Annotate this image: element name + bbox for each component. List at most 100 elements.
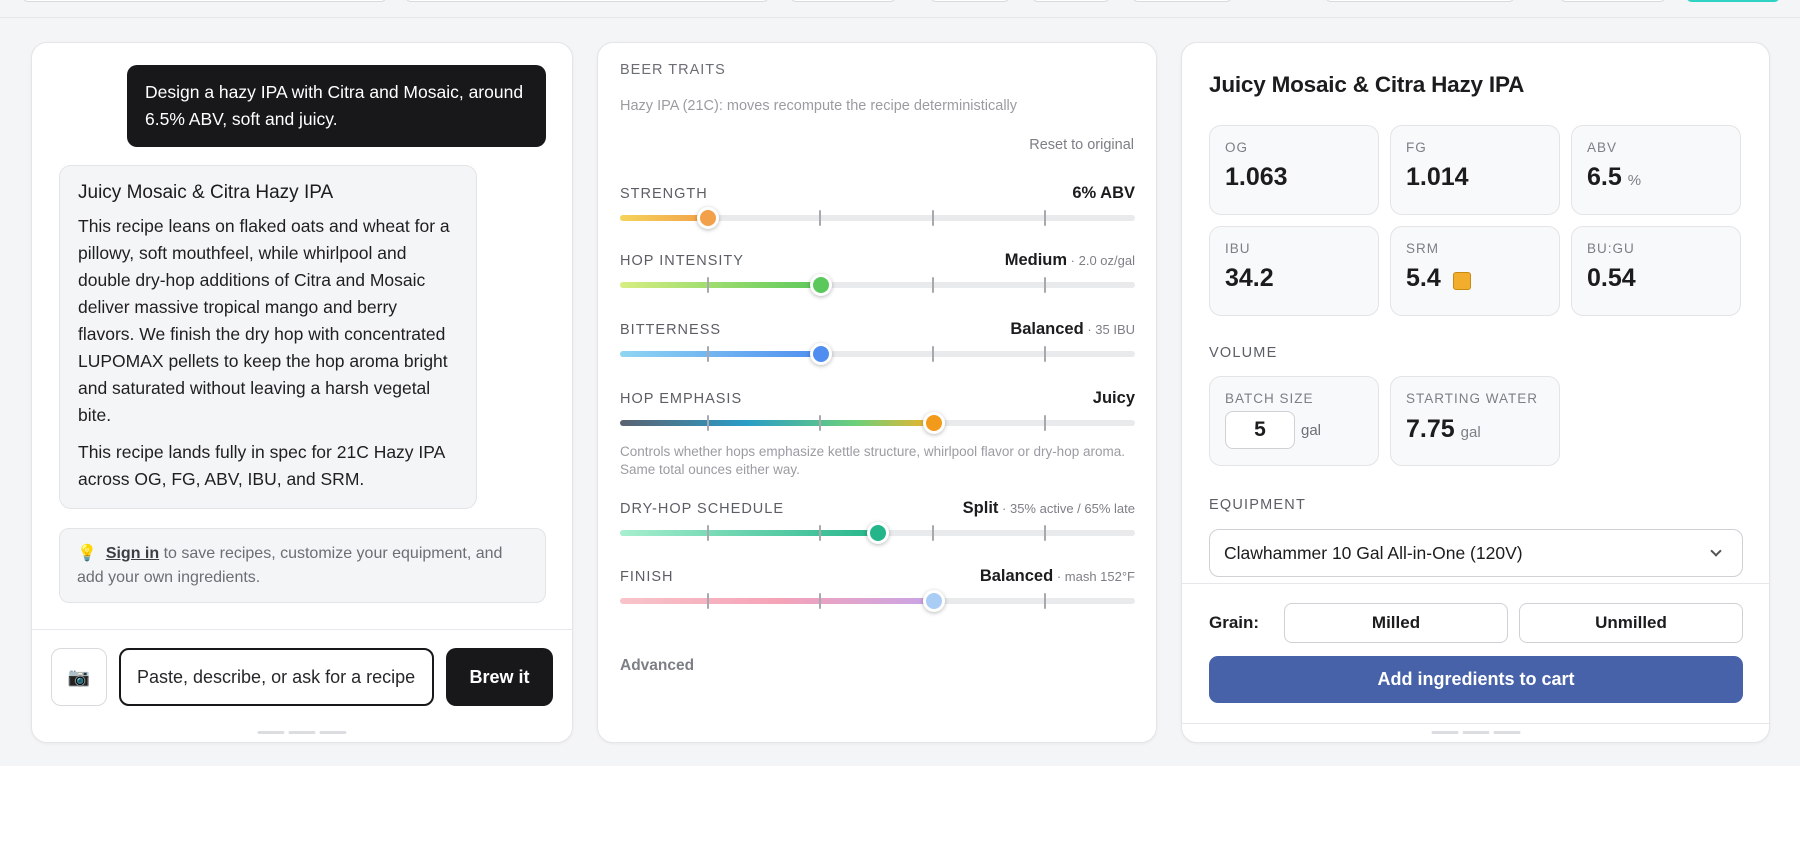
trait-label: FINISH [620,569,674,585]
chevron-down-icon [1710,545,1722,557]
batch-size-input[interactable] [1225,411,1295,449]
stat-label: ABV [1587,140,1618,155]
resize-grip[interactable] [257,731,347,734]
slider-thumb[interactable] [923,590,946,612]
lightbulb-icon: 💡 [77,545,97,562]
srm-color-swatch [1452,271,1471,290]
slider-thumb[interactable] [696,207,719,229]
slider-fill [620,282,821,288]
stat-ibu: IBU 34.2 [1209,226,1379,316]
grain-unmilled-button[interactable]: Unmilled [1519,603,1743,643]
equipment-select[interactable]: Clawhammer 10 Gal All-in-One (120V) [1209,529,1743,577]
stat-unit: gal [1460,424,1481,441]
stat-abv: ABV 6.5% [1571,125,1741,215]
chat-input[interactable] [119,648,434,706]
panel-subtitle: Hazy IPA (21C): moves recompute the reci… [620,98,1018,114]
add-to-cart-button[interactable]: Add ingredients to cart [1209,656,1743,703]
slider-thumb[interactable] [809,343,832,365]
reset-button[interactable]: Reset to original [1029,137,1134,153]
stat-label: OG [1225,140,1249,155]
stat-label: BATCH SIZE [1225,391,1314,406]
panel-heading: BEER TRAITS [620,62,726,78]
stat-label: STARTING WATER [1406,391,1538,406]
trait-label: HOP INTENSITY [620,253,744,269]
trait-value: Split · 35% active / 65% late [962,499,1135,517]
brew-it-button[interactable]: Brew it [446,648,553,706]
stat-value: 6.5 [1587,163,1622,191]
trait-value: Medium · 2.0 oz/gal [1004,251,1135,269]
equipment-selected-value: Clawhammer 10 Gal All-in-One (120V) [1224,542,1523,563]
signin-link[interactable]: Sign in [105,545,160,562]
grain-milled-button[interactable]: Milled [1284,603,1508,643]
signin-notice-text: to save recipes, customize your equipmen… [77,545,503,586]
slider-fill [620,215,708,221]
stat-value: 5.4 [1406,264,1441,292]
finish-slider[interactable] [620,590,1135,612]
trait-value: Balanced · mash 152°F [979,567,1135,585]
toolbar-field[interactable] [22,0,387,2]
slider-fill [620,420,935,426]
advanced-toggle[interactable]: Advanced [620,657,695,674]
trait-value: Balanced · 35 IBU [1010,320,1135,338]
assistant-message-title: Juicy Mosaic & Citra Hazy IPA [78,182,334,203]
slider-thumb[interactable] [866,522,889,544]
signin-notice: 💡 Sign in to save recipes, customize you… [59,528,546,603]
slider-thumb[interactable] [809,274,832,296]
stat-label: SRM [1406,241,1439,256]
assistant-message-paragraph: This recipe leans on flaked oats and whe… [78,216,450,425]
trait-label: BITTERNESS [620,322,722,338]
divider [1182,583,1769,584]
toolbar-button[interactable] [790,0,896,2]
toolbar-button[interactable] [1560,0,1666,2]
trait-value: Juicy [1092,389,1135,407]
stat-label: FG [1406,140,1427,155]
stat-value: 1.014 [1406,163,1469,191]
grain-label: Grain: [1209,613,1260,632]
resize-grip[interactable] [1431,731,1520,734]
batch-size-card: BATCH SIZE gal [1209,376,1379,466]
recipe-panel: Juicy Mosaic & Citra Hazy IPA OG 1.063 F… [1181,42,1770,743]
trait-help-text: Controls whether hops emphasize kettle s… [620,444,1125,477]
starting-water-card: STARTING WATER 7.75 gal [1390,376,1560,466]
assistant-message-paragraph: This recipe lands fully in spec for 21C … [78,442,445,489]
stat-fg: FG 1.014 [1390,125,1560,215]
dry-hop-schedule-slider[interactable] [620,522,1135,544]
stat-unit: % [1627,172,1642,189]
assistant-message: Juicy Mosaic & Citra Hazy IPA This recip… [59,165,477,509]
top-toolbar [0,0,1800,18]
stat-unit: gal [1301,421,1322,439]
toolbar-primary-button[interactable] [1686,0,1780,2]
stat-value: 0.54 [1587,264,1636,292]
toolbar-field[interactable] [405,0,769,2]
stat-og: OG 1.063 [1209,125,1379,215]
trait-label: STRENGTH [620,186,708,202]
slider-fill [620,530,878,536]
workspace: Design a hazy IPA with Citra and Mosaic,… [0,18,1800,766]
hop-emphasis-slider[interactable] [620,412,1135,434]
slider-thumb[interactable] [923,412,946,434]
user-message: Design a hazy IPA with Citra and Mosaic,… [127,65,546,147]
camera-icon: 📷 [67,666,91,687]
divider [1182,723,1769,724]
stat-bugu: BU:GU 0.54 [1571,226,1741,316]
toolbar-button[interactable] [930,0,1010,2]
stat-label: IBU [1225,241,1251,256]
bitterness-slider[interactable] [620,343,1135,365]
trait-label: DRY-HOP SCHEDULE [620,501,785,517]
stat-srm: SRM 5.4 [1390,226,1560,316]
chat-panel: Design a hazy IPA with Citra and Mosaic,… [31,42,573,743]
stat-value: 7.75 [1406,415,1455,443]
beer-traits-panel: BEER TRAITS Hazy IPA (21C): moves recomp… [597,42,1157,743]
toolbar-field[interactable] [1325,0,1515,2]
equipment-heading: EQUIPMENT [1209,497,1306,513]
toolbar-button[interactable] [1032,0,1110,2]
trait-label: HOP EMPHASIS [620,391,743,407]
stat-value: 34.2 [1225,264,1274,292]
camera-button[interactable]: 📷 [51,648,107,706]
divider [32,629,572,630]
strength-slider[interactable] [620,207,1135,229]
toolbar-button[interactable] [1132,0,1232,2]
hop-intensity-slider[interactable] [620,274,1135,296]
slider-fill [620,351,821,357]
stat-label: BU:GU [1587,241,1635,256]
